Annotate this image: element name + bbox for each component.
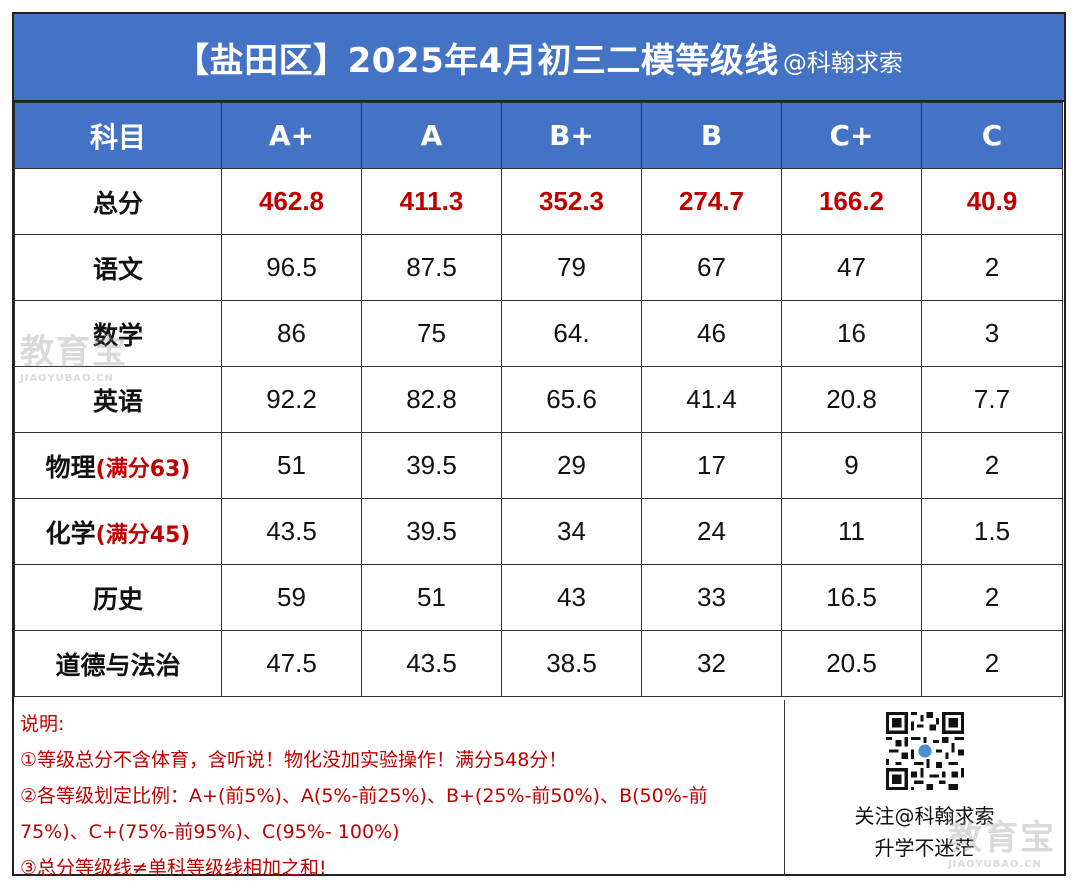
table-cell: 16	[781, 300, 922, 367]
subject-name: 化学	[45, 518, 96, 548]
page-title: 【盐田区】2025年4月初三二模等级线	[175, 40, 779, 81]
header-grade-b-plus: B+	[501, 102, 642, 169]
table-cell: 59	[221, 564, 362, 631]
row-subject: 英语	[14, 366, 222, 433]
qr-caption: 关注@科翰求索 升学不迷茫	[855, 800, 995, 864]
table-cell: 43.5	[361, 630, 502, 697]
subject-name: 物理	[45, 452, 96, 482]
qr-caption-line-2: 升学不迷茫	[874, 836, 975, 860]
row-subject: 数学	[14, 300, 222, 367]
notes-heading: 说明:	[20, 713, 65, 735]
qr-section: 关注@科翰求索 升学不迷茫	[785, 700, 1064, 876]
table-row: 数学 86 75 64. 46 16 3	[14, 300, 1063, 367]
table-cell: 92.2	[221, 366, 362, 433]
table-cell: 3	[921, 300, 1063, 367]
table-cell: 352.3	[501, 168, 642, 235]
header-grade-c-plus: C+	[781, 102, 922, 169]
table-row: 语文 96.5 87.5 79 67 47 2	[14, 234, 1063, 301]
table-cell: 7.7	[921, 366, 1063, 433]
table-cell: 41.4	[641, 366, 782, 433]
table-cell: 33	[641, 564, 782, 631]
table-cell: 11	[781, 498, 922, 565]
notes-section: 说明: ①等级总分不含体育，含听说！物化没加实验操作！满分548分！ ②各等级划…	[14, 700, 785, 879]
row-subject: 化学(满分45)	[14, 498, 222, 565]
table-cell: 43.5	[221, 498, 362, 565]
table-header-row: 科目 A+ A B+ B C+ C	[14, 102, 1063, 169]
table-row: 物理(满分63) 51 39.5 29 17 9 2	[14, 432, 1063, 499]
note-line-2a: ②各等级划定比例：A+(前5%)、A(5%-前25%)、B+(25%-前50%)…	[20, 785, 708, 807]
table-cell: 82.8	[361, 366, 502, 433]
header-grade-a-plus: A+	[221, 102, 362, 169]
table-cell: 65.6	[501, 366, 642, 433]
table-cell: 40.9	[921, 168, 1063, 235]
page-title-credit: @科翰求索	[782, 48, 903, 77]
row-subject: 道德与法治	[14, 630, 222, 697]
table-cell: 16.5	[781, 564, 922, 631]
row-subject: 语文	[14, 234, 222, 301]
table-cell: 462.8	[221, 168, 362, 235]
table-cell: 166.2	[781, 168, 922, 235]
full-score-note: (满分45)	[95, 522, 191, 548]
title-bar: 【盐田区】2025年4月初三二模等级线 @科翰求索	[14, 14, 1064, 102]
table-cell: 75	[361, 300, 502, 367]
table-cell: 20.5	[781, 630, 922, 697]
table-cell: 274.7	[641, 168, 782, 235]
table-cell: 39.5	[361, 432, 502, 499]
subject-name: 历史	[92, 584, 143, 614]
table-cell: 20.8	[781, 366, 922, 433]
table-cell: 43	[501, 564, 642, 631]
note-line-3: ③总分等级线≠单科等级线相加之和!	[20, 857, 327, 879]
grade-table: 科目 A+ A B+ B C+ C 总分 462.8 411.3 352.3 2…	[14, 102, 1063, 697]
table-cell: 39.5	[361, 498, 502, 565]
table-row: 历史 59 51 43 33 16.5 2	[14, 564, 1063, 631]
qr-caption-line-1: 关注@科翰求索	[854, 804, 995, 828]
subject-name: 总分	[92, 188, 143, 218]
table-cell: 67	[641, 234, 782, 301]
table-cell: 34	[501, 498, 642, 565]
subject-name: 道德与法治	[55, 650, 181, 680]
note-line-2b: 75%)、C+(75%-前95%)、C(95%- 100%)	[20, 821, 400, 843]
header-grade-a: A	[361, 102, 502, 169]
row-subject: 物理(满分63)	[14, 432, 222, 499]
table-cell: 2	[921, 630, 1063, 697]
table-cell: 38.5	[501, 630, 642, 697]
table-row-total: 总分 462.8 411.3 352.3 274.7 166.2 40.9	[14, 168, 1063, 235]
table-cell: 17	[641, 432, 782, 499]
row-subject: 历史	[14, 564, 222, 631]
table-row: 化学(满分45) 43.5 39.5 34 24 11 1.5	[14, 498, 1063, 565]
table-cell: 86	[221, 300, 362, 367]
note-line-1: ①等级总分不含体育，含听说！物化没加实验操作！满分548分！	[20, 749, 568, 771]
table-row: 英语 92.2 82.8 65.6 41.4 20.8 7.7	[14, 366, 1063, 433]
table-cell: 1.5	[921, 498, 1063, 565]
table-cell: 46	[641, 300, 782, 367]
table-cell: 2	[921, 234, 1063, 301]
row-subject: 总分	[14, 168, 222, 235]
table-cell: 32	[641, 630, 782, 697]
table-cell: 47.5	[221, 630, 362, 697]
table-cell: 47	[781, 234, 922, 301]
subject-name: 语文	[92, 254, 143, 284]
table-cell: 411.3	[361, 168, 502, 235]
full-score-note: (满分63)	[95, 456, 191, 482]
table-cell: 2	[921, 564, 1063, 631]
grade-sheet: 【盐田区】2025年4月初三二模等级线 @科翰求索 科目 A+ A B+ B C…	[12, 12, 1066, 879]
table-cell: 24	[641, 498, 782, 565]
table-cell: 9	[781, 432, 922, 499]
header-grade-c: C	[921, 102, 1063, 169]
table-cell: 51	[361, 564, 502, 631]
header-grade-b: B	[641, 102, 782, 169]
table-row: 道德与法治 47.5 43.5 38.5 32 20.5 2	[14, 630, 1063, 697]
header-subject: 科目	[14, 102, 222, 169]
table-cell: 87.5	[361, 234, 502, 301]
table-cell: 2	[921, 432, 1063, 499]
table-cell: 51	[221, 432, 362, 499]
table-cell: 64.	[501, 300, 642, 367]
table-cell: 96.5	[221, 234, 362, 301]
subject-name: 英语	[92, 386, 143, 416]
subject-name: 数学	[92, 320, 143, 350]
table-cell: 29	[501, 432, 642, 499]
qr-code-icon	[885, 712, 964, 790]
table-cell: 79	[501, 234, 642, 301]
